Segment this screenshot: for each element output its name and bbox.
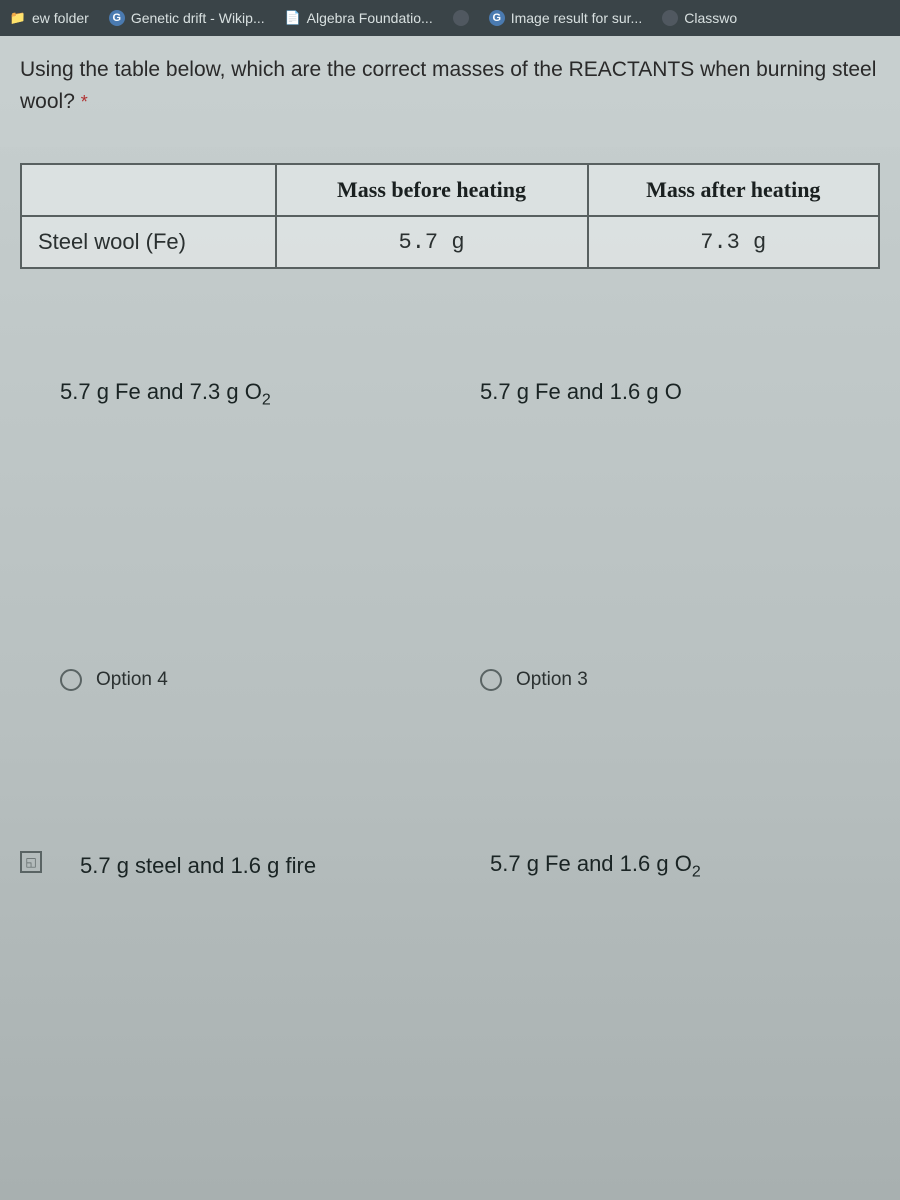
circle-icon [453,10,469,26]
option-text-plain: 5.7 g steel and 1.6 g fire [80,853,316,878]
question-area: Using the table below, which are the cor… [0,36,900,147]
data-table: Mass before heating Mass after heating S… [20,163,880,269]
table-cell-after: 7.3 g [588,216,879,268]
option-1-text: 5.7 g Fe and 7.3 g O2 [60,369,440,419]
bookmark-classwork[interactable]: Classwo [656,6,743,30]
google-icon: G [489,10,505,26]
bookmark-blank[interactable] [447,6,475,30]
table-row: Steel wool (Fe) 5.7 g 7.3 g [21,216,879,268]
folder-icon: 📁 [10,10,26,26]
table-header-before: Mass before heating [276,164,588,216]
question-text: Using the table below, which are the cor… [20,54,880,117]
table-cell-label: Steel wool (Fe) [21,216,276,268]
bookmark-label: Image result for sur... [511,10,643,26]
option-steel-fire[interactable]: 5.7 g steel and 1.6 g fire [80,851,450,881]
option-subscript: 2 [692,863,701,880]
table-header-row: Mass before heating Mass after heating [21,164,879,216]
table-header-empty [21,164,276,216]
option-text: 5.7 g steel and 1.6 g fire [80,853,316,879]
option-2-text: 5.7 g Fe and 1.6 g O [480,369,860,419]
table-cell-before: 5.7 g [276,216,588,268]
bookmark-folder[interactable]: 📁 ew folder [4,6,95,30]
question-text-content: Using the table below, which are the cor… [20,58,876,113]
option-2-card[interactable]: 5.7 g Fe and 1.6 g O [480,369,860,549]
document-icon: 📄 [285,10,301,26]
options-row-1: 5.7 g Fe and 7.3 g O2 5.7 g Fe and 1.6 g… [0,309,900,589]
options-row-2: Option 4 Option 3 [0,629,900,731]
option-text: 5.7 g Fe and 1.6 g O2 [490,851,701,881]
bookmark-label: Algebra Foundatio... [307,10,433,26]
circle-icon [662,10,678,26]
expand-icon[interactable]: ◱ [20,851,42,873]
bookmark-label: Classwo [684,10,737,26]
option-text-plain: 5.7 g Fe and 1.6 g O [480,379,682,404]
radio-icon[interactable] [60,669,82,691]
option-text-plain: 5.7 g Fe and 7.3 g O [60,379,262,404]
table-header-after: Mass after heating [588,164,879,216]
option-4-row[interactable]: Option 4 [60,669,440,691]
option-fe-o2[interactable]: 5.7 g Fe and 1.6 g O2 [490,851,860,881]
bookmark-genetic-drift[interactable]: G Genetic drift - Wikip... [103,6,271,30]
google-icon: G [109,10,125,26]
bookmark-label: Genetic drift - Wikip... [131,10,265,26]
required-asterisk: * [81,92,88,112]
radio-icon[interactable] [480,669,502,691]
bookmark-algebra[interactable]: 📄 Algebra Foundatio... [279,6,439,30]
option-text-plain: 5.7 g Fe and 1.6 g O [490,851,692,876]
option-3-row[interactable]: Option 3 [480,669,860,691]
option-3-label: Option 3 [516,669,588,691]
bookmarks-bar: 📁 ew folder G Genetic drift - Wikip... 📄… [0,0,900,36]
options-row-3: ◱ 5.7 g steel and 1.6 g fire 5.7 g Fe an… [0,731,900,921]
bookmark-label: ew folder [32,10,89,26]
bookmark-image-result[interactable]: G Image result for sur... [483,6,649,30]
option-1-card[interactable]: 5.7 g Fe and 7.3 g O2 [60,369,440,549]
option-4-label: Option 4 [96,669,168,691]
option-subscript: 2 [262,391,271,408]
